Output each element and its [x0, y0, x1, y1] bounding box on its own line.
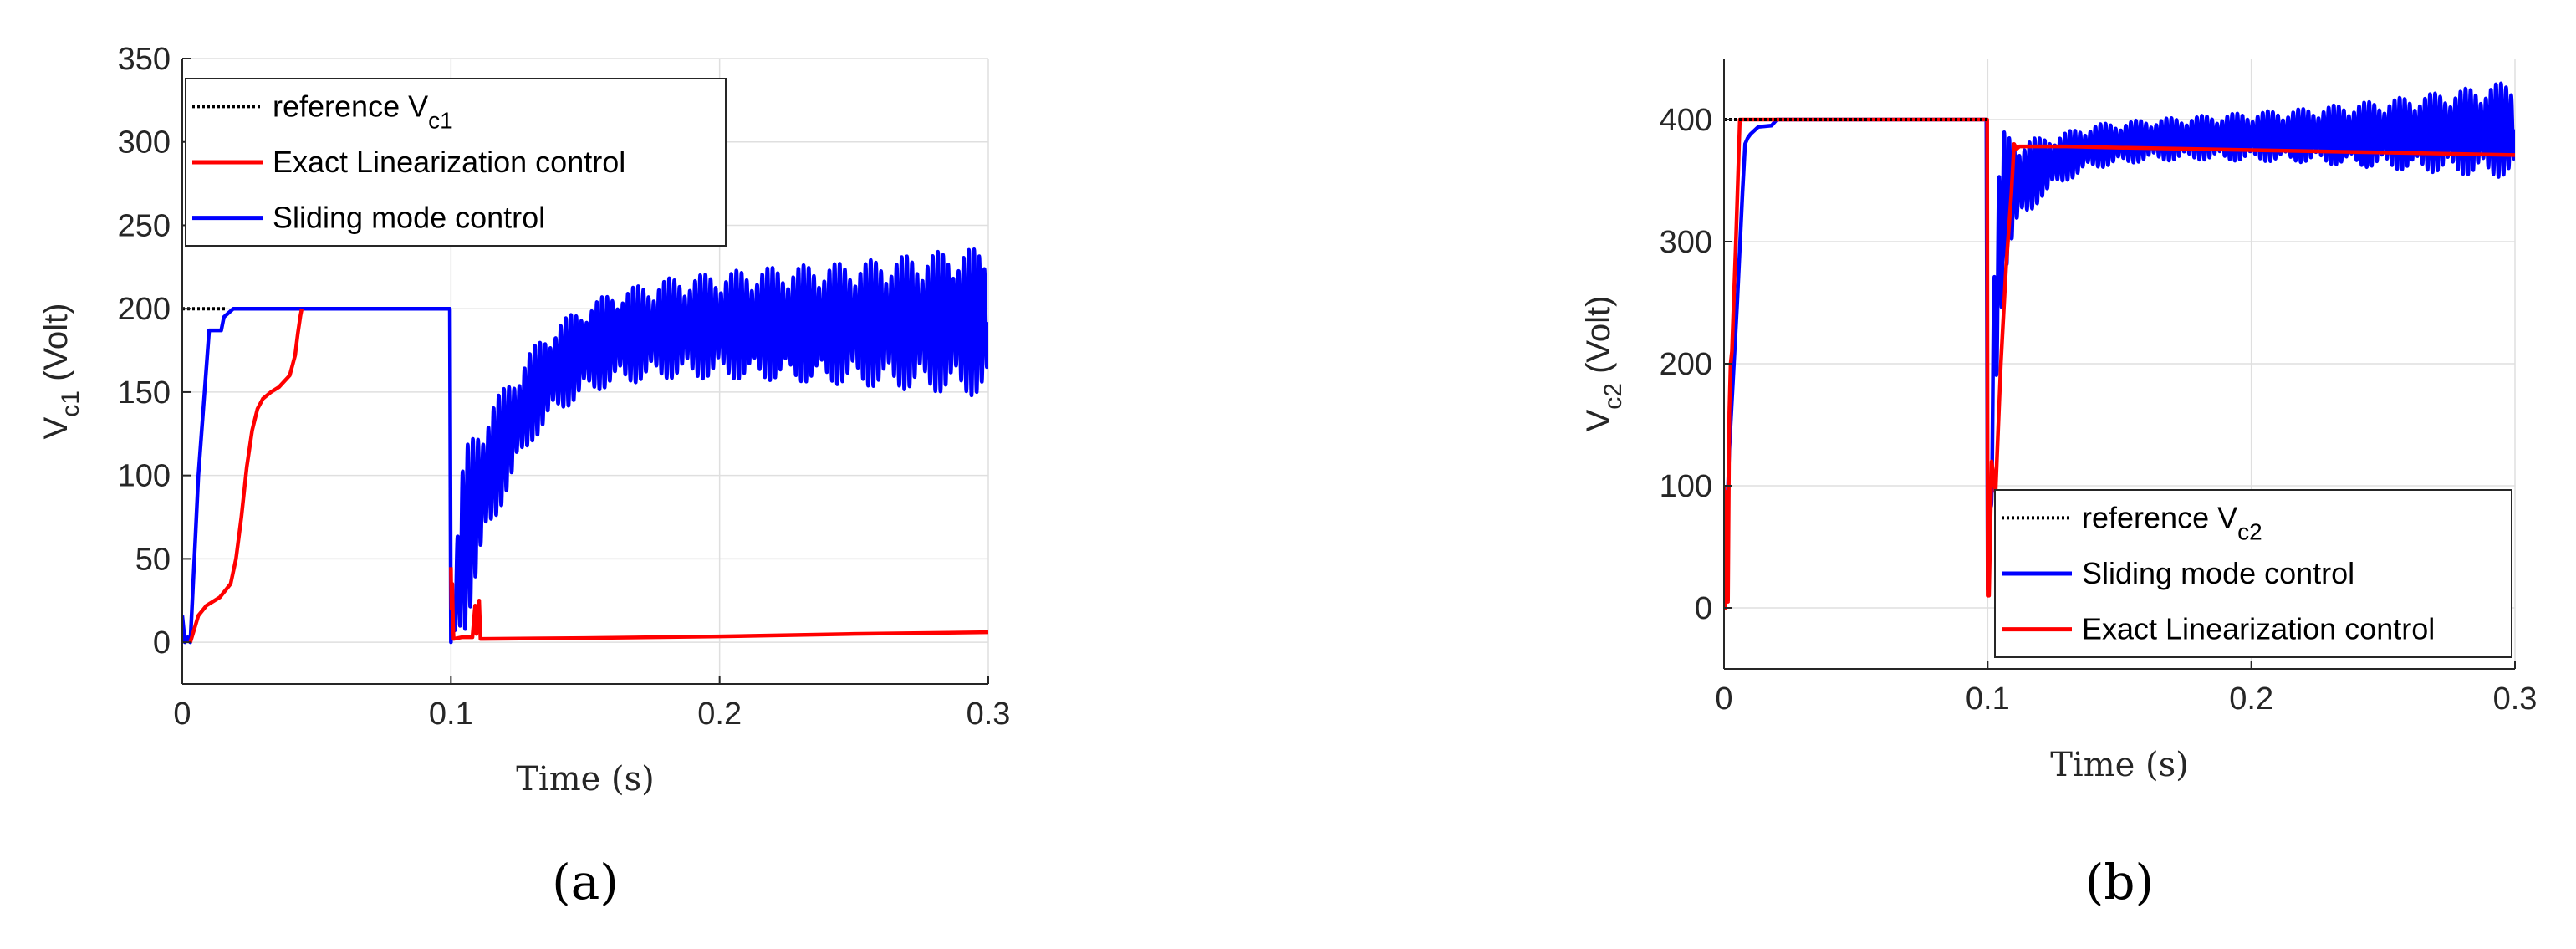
y-tick-label: 100 — [118, 459, 171, 494]
x-tick-label: 0.1 — [429, 696, 473, 732]
data-layer — [1724, 81, 2515, 610]
legend-label-reference: reference Vc2 — [2082, 500, 2262, 544]
chart-panel-b: 0 0.1 0.2 0.3 0 100 200 300 400 Time (s) Vc2 (Volt… — [1580, 59, 2537, 911]
y-axis-label: Vc2 (Volt) — [1580, 296, 1627, 432]
y-tick-label: 200 — [118, 292, 171, 327]
x-tick-label: 0 — [173, 696, 191, 732]
data-layer — [182, 247, 988, 645]
x-axis-label: Time (s) — [2050, 746, 2189, 784]
x-axis-label: Time (s) — [516, 760, 655, 798]
y-tick-label: 400 — [1660, 103, 1712, 138]
legend-label-subscript: c2 — [2237, 518, 2262, 544]
y-axis-label-subscript: c2 — [1599, 383, 1627, 410]
legend-box — [1994, 489, 2512, 658]
series-line-sliding — [182, 247, 988, 645]
legend-label-reference: reference Vc1 — [273, 89, 453, 133]
legend-label-sliding: Sliding mode control — [2082, 556, 2354, 590]
legend-label-text: Sliding mode control — [2082, 556, 2354, 590]
y-tick-label: 100 — [1660, 469, 1712, 504]
legend-label-text: Sliding mode control — [273, 201, 545, 235]
legend: reference Vc2 Sliding mode control Exact L… — [1994, 489, 2512, 658]
legend-label-subscript: c1 — [428, 107, 453, 133]
legend-box — [185, 78, 727, 247]
x-tick-label: 0.3 — [967, 696, 1011, 732]
legend-label-text: Exact Linearization control — [2082, 612, 2435, 646]
y-tick-label: 200 — [1660, 347, 1712, 382]
y-tick-label: 150 — [118, 375, 171, 411]
y-axis-label: Vc1 (Volt) — [38, 304, 84, 440]
y-tick-label: 300 — [118, 125, 171, 161]
legend-label-exact: Exact Linearization control — [2082, 612, 2435, 646]
series-line-exact — [1724, 117, 2515, 610]
legend: reference Vc1 Exact Linearization control… — [185, 78, 727, 247]
y-tick-label: 350 — [118, 42, 171, 77]
y-tick-label: 0 — [1695, 591, 1712, 626]
x-tick-label: 0.1 — [1966, 681, 2010, 717]
x-tick-label: 0.2 — [697, 696, 742, 732]
panel-label: (a) — [552, 854, 619, 911]
panel-label: (b) — [2085, 854, 2154, 911]
y-tick-label: 300 — [1660, 225, 1712, 260]
y-axis-label-main: V — [1580, 409, 1617, 431]
legend-label-text: reference V — [273, 89, 428, 123]
y-axis-label-main: V — [38, 416, 74, 439]
chart-panel-a: 0 0.1 0.2 0.3 0 50 100 150 200 250 300 350 Time (s) V… — [38, 42, 1010, 911]
x-tick-label: 0.3 — [2493, 681, 2538, 717]
y-tick-label: 0 — [153, 625, 171, 661]
y-tick-label: 250 — [118, 208, 171, 243]
legend-label-sliding: Sliding mode control — [273, 201, 545, 235]
x-tick-label: 0.2 — [2229, 681, 2273, 717]
y-tick-label: 50 — [135, 542, 171, 577]
series-line-exact — [449, 567, 988, 641]
x-tick-label: 0 — [1715, 681, 1732, 717]
y-axis-label-unit: (Volt) — [38, 304, 74, 390]
series-line-exact — [188, 308, 304, 643]
legend-label-text: reference V — [2082, 500, 2237, 534]
y-axis-label-subscript: c1 — [57, 390, 84, 417]
y-axis-label-unit: (Volt) — [1580, 296, 1617, 383]
legend-label-exact: Exact Linearization control — [273, 145, 625, 179]
legend-label-text: Exact Linearization control — [273, 145, 625, 179]
